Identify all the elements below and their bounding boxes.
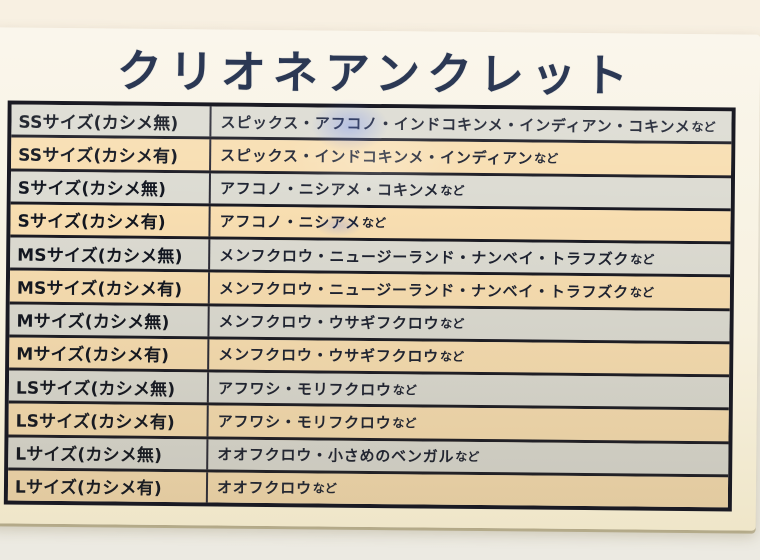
species-text: メンフクロウ・ウサギフクロウ	[218, 312, 440, 333]
species-text: アフコノ・ニシアメ・コキンメ	[219, 179, 440, 200]
species-list: オオフクロウ・小さめのベンガル など	[208, 439, 728, 474]
species-list: メンフクロウ・ウサギフクロウ など	[209, 339, 729, 374]
species-text: メンフクロウ・ニュージーランド・ナンベイ・トラフズク	[218, 279, 630, 302]
species-suffix: など	[440, 183, 465, 198]
size-label: Mサイズ(カシメ有)	[9, 337, 210, 370]
species-list: スピックス・アフコノ・インドコキンメ・インディアン・コキンメ など	[211, 106, 731, 141]
species-list: メンフクロウ・ウサギフクロウ など	[209, 306, 729, 341]
table-row: Lサイズ(カシメ有) オオフクロウ など	[7, 470, 729, 508]
anklet-size-sign: クリオネアンクレット SSサイズ(カシメ無) スピックス・アフコノ・インドコキン…	[0, 27, 760, 531]
species-suffix: など	[312, 481, 337, 497]
species-text: アフコノ・ニシアメ	[219, 212, 362, 233]
size-table: SSサイズ(カシメ無) スピックス・アフコノ・インドコキンメ・インディアン・コキ…	[3, 100, 736, 512]
species-text: スピックス・インドコキンメ・インディアン	[220, 146, 534, 168]
species-list: アフワシ・モリフクロウ など	[209, 372, 729, 407]
species-list: メンフクロウ・ニュージーランド・ナンベイ・トラフズク など	[210, 273, 730, 308]
species-list: アフコノ・ニシアメ・コキンメ など	[211, 173, 731, 208]
species-text: オオフクロウ	[216, 478, 312, 498]
species-text: オオフクロウ・小さめのベンガル	[217, 445, 455, 466]
species-text: スピックス・アフコノ・インドコキンメ・インディアン・コキンメ	[220, 113, 691, 136]
size-label: Mサイズ(カシメ無)	[9, 304, 210, 337]
size-label: Sサイズ(カシメ有)	[10, 204, 211, 237]
size-label: MSサイズ(カシメ有)	[9, 270, 211, 303]
species-suffix: など	[392, 382, 417, 398]
species-suffix: など	[630, 252, 655, 267]
species-list: アフワシ・モリフクロウ など	[208, 406, 728, 441]
species-suffix: など	[691, 119, 716, 134]
species-text: メンフクロウ・ニュージーランド・ナンベイ・トラフズク	[219, 246, 630, 269]
species-suffix: など	[439, 350, 465, 365]
species-suffix: など	[455, 449, 480, 465]
species-list: メンフクロウ・ニュージーランド・ナンベイ・トラフズク など	[210, 239, 730, 274]
size-label: SSサイズ(カシメ無)	[11, 104, 212, 137]
size-label: SSサイズ(カシメ有)	[11, 137, 212, 170]
species-suffix: など	[534, 151, 559, 166]
size-label: Lサイズ(カシメ有)	[7, 470, 209, 503]
size-label: Sサイズ(カシメ無)	[10, 171, 212, 204]
species-list: スピックス・インドコキンメ・インディアン など	[211, 140, 731, 175]
species-text: メンフクロウ・ウサギフクロウ	[218, 345, 440, 367]
species-suffix: など	[629, 285, 655, 300]
size-label: MSサイズ(カシメ無)	[10, 237, 211, 270]
size-label: LSサイズ(カシメ有)	[8, 403, 209, 436]
size-label: LSサイズ(カシメ無)	[8, 370, 210, 403]
sign-title: クリオネアンクレット	[116, 44, 636, 103]
species-suffix: など	[440, 316, 465, 331]
size-label: Lサイズ(カシメ無)	[8, 436, 209, 470]
species-suffix: など	[361, 216, 387, 231]
species-text: アフワシ・モリフクロウ	[217, 379, 392, 399]
species-list: アフコノ・ニシアメ など	[210, 206, 730, 241]
species-list: オオフクロウ など	[208, 472, 728, 507]
species-suffix: など	[392, 416, 417, 431]
species-text: アフワシ・モリフクロウ	[217, 412, 392, 433]
